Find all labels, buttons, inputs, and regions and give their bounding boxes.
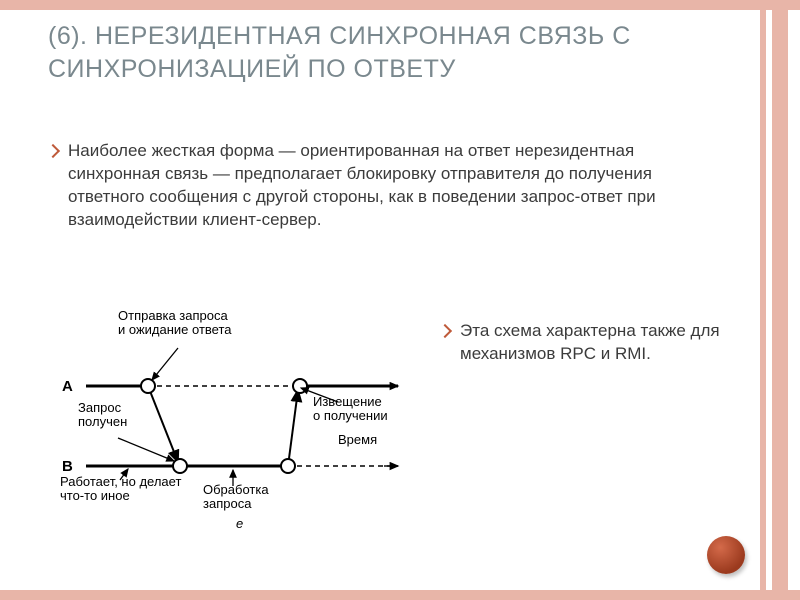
diagram-svg: A B Отправка запросаи ожидание ответа Запро… [48,306,418,536]
corner-badge [707,536,745,574]
svg-text:A: A [62,378,73,395]
svg-text:е: е [236,516,243,531]
svg-text:Запрос: Запрос [78,400,122,415]
svg-text:запроса: запроса [203,496,252,511]
svg-text:получен: получен [78,414,127,429]
right-stripe-inner [760,10,766,590]
side-bullet: Эта схема характерна также для механизмо… [440,320,740,366]
bullet-text-1: Наиболее жесткая форма — ориентированная… [68,140,720,232]
svg-text:Время: Время [338,432,377,447]
timing-diagram: A B Отправка запросаи ожидание ответа Запро… [48,306,418,536]
svg-text:и ожидание ответа: и ожидание ответа [118,322,232,337]
bullet-text-2: Эта схема характерна также для механизмо… [460,320,740,366]
chevron-icon [438,324,452,338]
slide: (6). НЕРЕЗИДЕНТНАЯ СИНХРОННАЯ СВЯЗЬ С СИ… [0,0,800,600]
svg-text:Обработка: Обработка [203,482,269,497]
main-bullet: Наиболее жесткая форма — ориентированная… [48,140,720,232]
chevron-icon [46,144,60,158]
svg-text:о получении: о получении [313,408,388,423]
svg-text:что-то иное: что-то иное [60,488,130,503]
svg-text:B: B [62,458,73,475]
svg-text:Отправка запроса: Отправка запроса [118,308,228,323]
slide-title: (6). НЕРЕЗИДЕНТНАЯ СИНХРОННАЯ СВЯЗЬ С СИ… [48,20,740,85]
svg-text:Работает, но делает: Работает, но делает [60,474,181,489]
right-stripe-outer [772,10,788,590]
